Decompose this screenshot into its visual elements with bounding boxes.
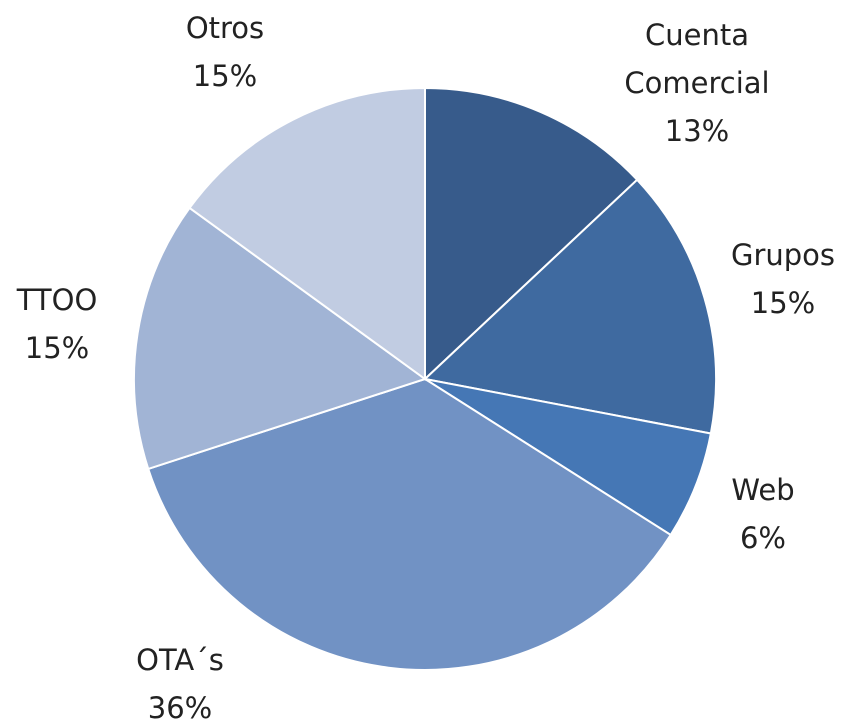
category-name: OTA´s [136,643,224,677]
value-label: 15% [750,286,816,320]
pie-slice [133,206,428,471]
value-label: 15% [24,331,90,365]
category-name: Grupos [730,238,836,272]
value-label: 6% [739,521,786,555]
category-name: TTOO [16,283,98,317]
slice-label: Web 6% [668,466,858,562]
category-name: Web [731,473,795,507]
pie-slice [188,86,426,381]
pie-slice [422,178,718,435]
slice-label: Grupos 15% [688,231,859,327]
pie-slice [424,86,639,382]
slice-label: Otros 15% [130,4,320,100]
value-label: 13% [664,114,730,148]
value-label: 15% [192,59,258,93]
slice-label: Cuenta Comercial 13% [602,11,792,155]
slice-label: OTA´s 36% [85,636,275,723]
pie-slice [146,377,673,671]
category-name: Cuenta Comercial [624,18,770,100]
category-name: Otros [185,11,265,45]
slice-label: TTOO 15% [0,276,152,372]
value-label: 36% [147,691,213,723]
